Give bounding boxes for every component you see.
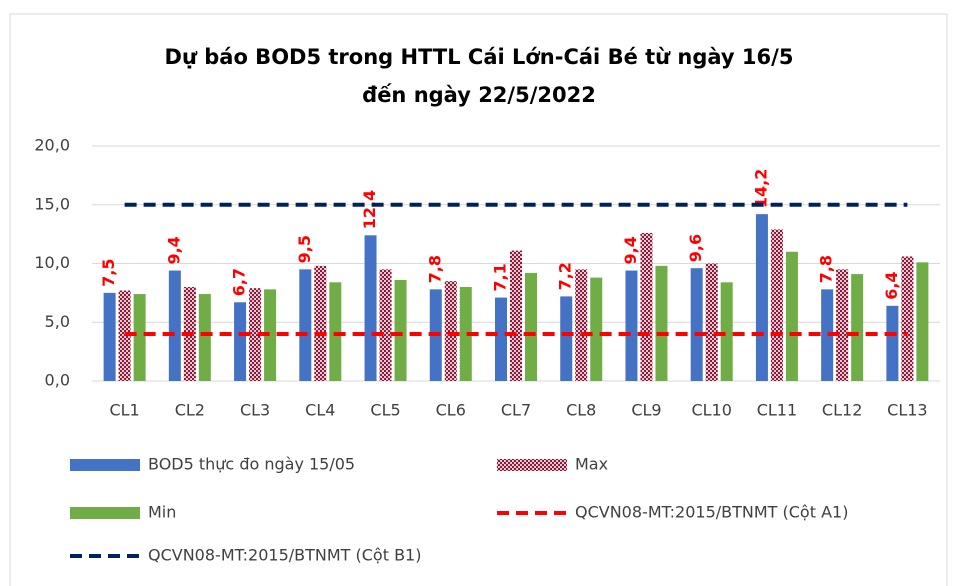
bar: [495, 297, 507, 381]
x-tick-label: CL9: [631, 401, 661, 420]
bar: [314, 265, 327, 381]
data-label: 7,2: [556, 262, 575, 290]
data-label: 9,5: [295, 235, 314, 263]
data-label: 9,4: [621, 236, 640, 264]
legend-label: Max: [575, 455, 608, 474]
bar: [886, 305, 899, 381]
data-label: 7,8: [425, 255, 444, 283]
bar: [560, 296, 573, 381]
data-label: 9,6: [686, 234, 705, 262]
bar: [103, 292, 116, 381]
bar: [264, 289, 277, 381]
chart-title: đến ngày 22/5/2022: [362, 83, 596, 107]
bar: [625, 270, 638, 381]
bar: [851, 274, 864, 381]
legend-swatch: [70, 507, 140, 519]
x-tick-label: CL2: [175, 401, 205, 420]
legend-label: BOD5 thực đo ngày 15/05: [148, 455, 355, 474]
bar: [133, 294, 146, 381]
y-tick-label: 10,0: [34, 253, 70, 272]
bar: [525, 272, 537, 381]
bar: [836, 269, 849, 381]
data-label: 12,4: [360, 190, 379, 229]
bar: [755, 214, 768, 381]
x-tick-label: CL12: [822, 401, 862, 420]
data-label: 9,4: [164, 236, 183, 264]
bar: [590, 277, 603, 381]
bar: [770, 229, 783, 381]
bar: [234, 302, 247, 381]
y-tick-label: 0,0: [45, 371, 70, 390]
bar: [705, 263, 718, 381]
data-label: 7,1: [491, 263, 510, 291]
bar: [916, 262, 929, 381]
bar: [510, 250, 522, 381]
x-tick-label: CL4: [305, 401, 335, 420]
chart-title: Dự báo BOD5 trong HTTL Cái Lớn-Cái Bé từ…: [165, 45, 794, 69]
data-label: 6,7: [230, 268, 249, 296]
y-tick-label: 5,0: [45, 312, 70, 331]
bar: [249, 288, 262, 381]
bar: [168, 270, 181, 381]
bar: [444, 281, 457, 381]
bar: [329, 282, 342, 381]
bar: [720, 282, 733, 381]
x-tick-label: CL8: [566, 401, 596, 420]
bar: [655, 265, 668, 381]
bar: [394, 279, 407, 381]
x-tick-label: CL11: [757, 401, 797, 420]
y-tick-label: 15,0: [34, 194, 70, 213]
y-tick-label: 20,0: [34, 136, 70, 155]
x-tick-label: CL3: [240, 401, 270, 420]
data-label: 7,8: [817, 255, 836, 283]
bar: [299, 269, 312, 381]
legend-swatch: [497, 459, 567, 471]
x-tick-label: CL13: [887, 401, 927, 420]
bar: [821, 289, 834, 381]
x-tick-label: CL6: [436, 401, 466, 420]
bar: [575, 269, 588, 381]
data-label: 6,4: [882, 271, 901, 299]
data-label: 14,2: [751, 169, 770, 208]
legend-label: Min: [148, 503, 176, 522]
bar: [198, 294, 211, 381]
bar: [901, 256, 914, 381]
bar: [785, 251, 798, 381]
legend-swatch: [70, 459, 140, 471]
bar: [459, 287, 472, 381]
legend-label: QCVN08-MT:2015/BTNMT (Cột B1): [148, 546, 421, 565]
x-tick-label: CL1: [109, 401, 139, 420]
bar: [364, 235, 377, 381]
x-tick-label: CL5: [370, 401, 400, 420]
bar: [640, 232, 653, 381]
bar: [379, 269, 392, 381]
x-tick-label: CL7: [501, 401, 531, 420]
data-label: 7,5: [99, 259, 118, 287]
x-tick-label: CL10: [691, 401, 731, 420]
bar: [690, 268, 703, 381]
legend-label: QCVN08-MT:2015/BTNMT (Cột A1): [575, 503, 848, 522]
